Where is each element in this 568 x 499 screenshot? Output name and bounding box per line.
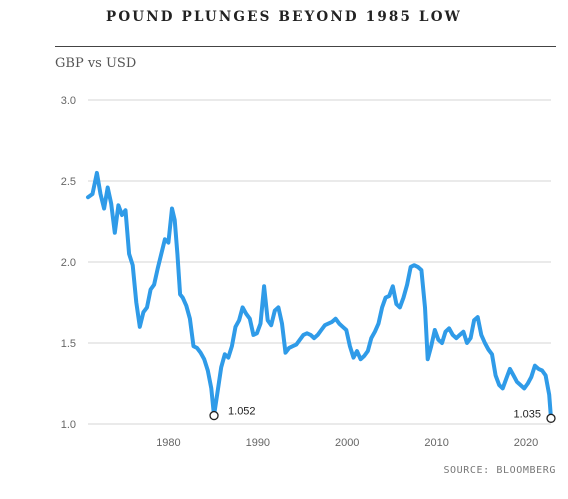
chart-title: POUND PLUNGES BEYOND 1985 LOW [105, 9, 463, 25]
y-tick-label: 2.0 [61, 257, 76, 269]
x-tick-label: 2000 [335, 437, 359, 449]
x-tick-label: 2010 [424, 437, 448, 449]
x-tick-label: 2020 [514, 437, 538, 449]
series-line-gbp-usd [86, 170, 553, 421]
y-tick-labels: 1.0 1.5 2.0 2.5 3.0 [61, 95, 76, 431]
y-tick-label: 2.5 [61, 176, 76, 188]
source-note: SOURCE: BLOOMBERG [443, 465, 556, 476]
title-rule [55, 46, 556, 47]
y-axis-label: GBP vs USD [55, 56, 137, 71]
x-tick-label: 1980 [156, 437, 180, 449]
y-tick-label: 1.0 [61, 419, 76, 431]
x-tick-labels: 1980 1990 2000 2010 2020 [156, 437, 538, 449]
gridlines [88, 99, 551, 425]
annotation-marker [209, 410, 219, 421]
y-tick-label: 1.5 [61, 338, 76, 350]
y-tick-label: 3.0 [61, 95, 76, 107]
annotation-label: 1.052 [228, 406, 256, 418]
annotation-marker [546, 413, 556, 423]
annotations: 1.052 1.035 [209, 406, 556, 423]
annotation-label: 1.035 [513, 408, 541, 420]
x-tick-label: 1990 [246, 437, 270, 449]
